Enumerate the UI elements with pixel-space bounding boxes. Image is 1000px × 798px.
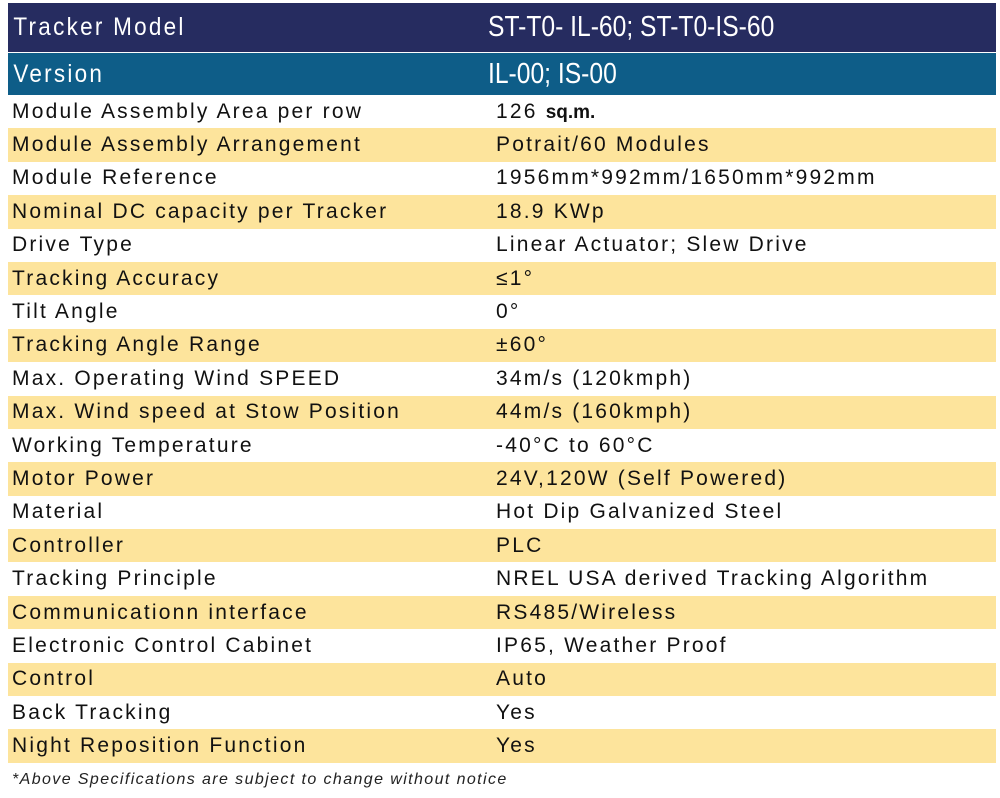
spec-label: Module Reference bbox=[12, 166, 219, 190]
spec-value: 126 sq.m. bbox=[496, 100, 595, 124]
spec-row: Back Tracking Yes bbox=[8, 696, 996, 729]
spec-value: 24V,120W (Self Powered) bbox=[496, 466, 788, 490]
spec-row: Module Reference 1956mm*992mm/1650mm*992m… bbox=[8, 162, 996, 195]
spec-value: IP65, Weather Proof bbox=[496, 633, 728, 657]
spec-label: Max. Wind speed at Stow Position bbox=[12, 400, 402, 424]
spec-label: Tracking Principle bbox=[12, 567, 218, 591]
spec-row: Drive Type Linear Actuator; Slew Drive bbox=[8, 229, 996, 262]
spec-row: Max. Wind speed at Stow Position 44m/s (1… bbox=[8, 395, 996, 429]
header-row-tracker-model: Tracker Model ST-T0- IL-60; ST-T0-IS-60 bbox=[8, 3, 996, 52]
spec-value: IL-00; IS-00 bbox=[488, 57, 617, 90]
spec-label: Electronic Control Cabinet bbox=[12, 633, 314, 657]
spec-row: Material Hot Dip Galvanized Steel bbox=[8, 496, 996, 529]
spec-label: Back Tracking bbox=[12, 700, 173, 724]
spec-value: Yes bbox=[496, 700, 537, 724]
spec-label: Night Reposition Function bbox=[12, 734, 308, 758]
area-unit: sq.m. bbox=[545, 101, 596, 123]
spec-row: Working Temperature -40°C to 60°C bbox=[8, 429, 996, 462]
spec-label: Module Assembly Area per row bbox=[12, 99, 364, 123]
area-number: 126 bbox=[496, 99, 538, 123]
spec-row: Module Assembly Area per row 126 sq.m. bbox=[8, 95, 996, 128]
spec-value: Auto bbox=[496, 667, 548, 691]
spec-row: Controller PLC bbox=[8, 529, 996, 563]
spec-value: 0° bbox=[496, 300, 521, 324]
spec-row: Tilt Angle 0° bbox=[8, 295, 996, 328]
spec-value: RS485/Wireless bbox=[496, 600, 678, 624]
header-row-version: Version IL-00; IS-00 bbox=[8, 53, 996, 95]
spec-label: Tracking Angle Range bbox=[12, 333, 262, 357]
spec-row: Tracking Angle Range ±60° bbox=[8, 328, 996, 363]
spec-label: Tilt Angle bbox=[12, 300, 120, 324]
spec-value: ST-T0- IL-60; ST-T0-IS-60 bbox=[488, 11, 775, 43]
spec-value: NREL USA derived Tracking Algorithm bbox=[496, 567, 930, 591]
spec-value: Linear Actuator; Slew Drive bbox=[496, 233, 809, 257]
spec-label: Tracking Accuracy bbox=[12, 266, 221, 290]
spec-label: Controller bbox=[12, 533, 126, 557]
spec-value: Hot Dip Galvanized Steel bbox=[496, 500, 784, 524]
spec-row: Night Reposition Function Yes bbox=[8, 729, 996, 763]
spec-row: Tracking Principle NREL USA derived Track… bbox=[8, 562, 996, 595]
spec-label: Max. Operating Wind SPEED bbox=[12, 366, 342, 390]
spec-label: Material bbox=[12, 500, 105, 524]
spec-label: Tracker Model bbox=[13, 13, 186, 41]
spec-label: Module Assembly Arrangement bbox=[12, 133, 363, 157]
spec-row: Motor Power 24V,120W (Self Powered) bbox=[8, 462, 996, 496]
spec-value: 1956mm*992mm/1650mm*992mm bbox=[496, 166, 877, 190]
spec-value: ±60° bbox=[496, 333, 549, 357]
spec-value: 34m/s (120kmph) bbox=[496, 366, 693, 390]
spec-label: Drive Type bbox=[12, 233, 134, 257]
spec-label: Communicationn interface bbox=[12, 600, 309, 624]
spec-value: ≤1° bbox=[496, 266, 535, 290]
spec-row: Tracking Accuracy ≤1° bbox=[8, 261, 996, 296]
spec-value: Yes bbox=[496, 734, 537, 758]
spec-value: PLC bbox=[496, 533, 544, 557]
spec-row: Electronic Control Cabinet IP65, Weather … bbox=[8, 629, 996, 662]
footnote: *Above Specifications are subject to cha… bbox=[12, 771, 508, 788]
spec-value: Potrait/60 Modules bbox=[496, 133, 711, 157]
spec-value: -40°C to 60°C bbox=[496, 433, 655, 457]
spec-row: Control Auto bbox=[8, 662, 996, 697]
spec-row: Nominal DC capacity per Tracker 18.9 KWp bbox=[8, 195, 996, 229]
spec-value: 44m/s (160kmph) bbox=[496, 400, 693, 424]
spec-label: Working Temperature bbox=[12, 433, 254, 457]
spec-label: Control bbox=[12, 667, 96, 691]
spec-row: Module Assembly Arrangement Potrait/60 Mo… bbox=[8, 128, 996, 162]
spec-label: Nominal DC capacity per Tracker bbox=[12, 199, 389, 223]
spec-label: Motor Power bbox=[12, 466, 156, 490]
spec-label: Version bbox=[13, 59, 105, 88]
spec-row: Communicationn interface RS485/Wireless bbox=[8, 595, 996, 630]
spec-table: Tracker Model ST-T0- IL-60; ST-T0-IS-60 … bbox=[8, 3, 996, 763]
spec-row: Max. Operating Wind SPEED 34m/s (120kmph) bbox=[8, 362, 996, 395]
spec-value: 18.9 KWp bbox=[496, 199, 606, 223]
